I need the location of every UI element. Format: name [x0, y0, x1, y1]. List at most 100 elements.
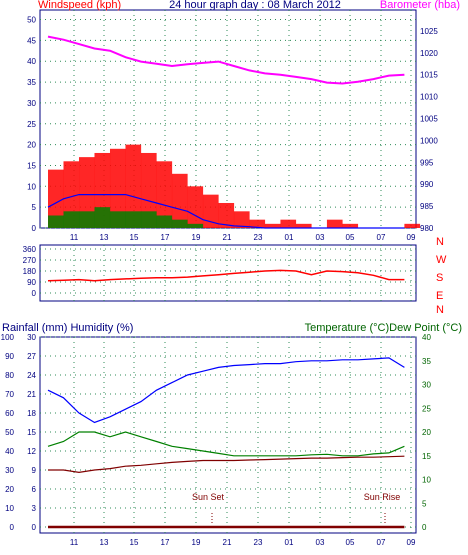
- humidity-tick-label: 24: [27, 371, 36, 380]
- rain-bar: [94, 207, 111, 228]
- humidity-tick-label: 27: [27, 352, 36, 361]
- temperature-line: [47, 431, 405, 457]
- hour-tick-label: 15: [130, 538, 139, 547]
- barometer-tick-label: 1005: [420, 115, 438, 124]
- hour-tick-label: 11: [70, 233, 79, 242]
- hour-tick-label: 09: [407, 233, 416, 242]
- compass-label: N: [436, 236, 444, 248]
- temperature-tick-label: 20: [422, 428, 431, 437]
- temperature-tick-label: 10: [422, 476, 431, 485]
- barometer-tick-label: 985: [420, 202, 434, 211]
- direction-tick-label: 0: [32, 289, 37, 298]
- gust-bar: [171, 173, 188, 228]
- temp-panel-frame: [39, 336, 417, 534]
- rain-bar: [125, 211, 142, 228]
- temperature-tick-label: 30: [422, 381, 431, 390]
- gust-bar: [218, 202, 235, 228]
- rain-bar: [109, 211, 126, 228]
- humidity-tick-label: 15: [27, 428, 36, 437]
- windspeed-tick-label: 40: [27, 57, 36, 66]
- rainfall-tick-label: 90: [5, 352, 14, 361]
- temperature-tick-label: 5: [422, 499, 427, 508]
- humidity-tick-label: 3: [32, 504, 37, 513]
- temperature-axis-label: Temperature (°C)Dew Point (°C): [305, 322, 462, 334]
- gust-bar: [109, 148, 126, 228]
- windspeed-tick-label: 5: [32, 203, 37, 212]
- hour-tick-label: 15: [130, 233, 139, 242]
- rain-bar: [140, 211, 157, 228]
- rain-bar: [171, 219, 188, 228]
- hour-tick-label: 13: [100, 538, 109, 547]
- hour-tick-label: 05: [346, 538, 355, 547]
- gust-bar: [326, 219, 343, 228]
- rainfall-tick-label: 40: [5, 447, 14, 456]
- average-wind-line: [47, 194, 405, 229]
- hour-tick-label: 07: [377, 538, 386, 547]
- rainfall-axis-label: Rainfall (mm) Humidity (%): [2, 322, 133, 334]
- compass-label: E: [436, 290, 443, 302]
- humidity-tick-label: 21: [27, 390, 36, 399]
- rainfall-tick-label: 20: [5, 485, 14, 494]
- rain-bar: [187, 223, 204, 228]
- humidity-tick-label: 12: [27, 447, 36, 456]
- gust-bar: [249, 219, 266, 228]
- temperature-tick-label: 40: [422, 333, 431, 342]
- humidity-tick-label: 6: [32, 485, 37, 494]
- windspeed-tick-label: 25: [27, 120, 36, 129]
- temperature-tick-label: 25: [422, 404, 431, 413]
- barometer-tick-label: 995: [420, 158, 434, 167]
- rain-bar: [78, 211, 95, 228]
- rainfall-tick-label: 70: [5, 390, 14, 399]
- dew-point-line: [48, 455, 405, 474]
- hour-tick-label: 01: [285, 538, 294, 547]
- humidity-tick-label: 30: [27, 333, 36, 342]
- temperature-tick-label: 15: [422, 452, 431, 461]
- rain-bar: [63, 211, 80, 228]
- gust-bar: [295, 223, 312, 228]
- gust-bar: [280, 219, 297, 228]
- gust-bar: [202, 194, 219, 228]
- hour-tick-label: 05: [346, 233, 355, 242]
- rainfall-tick-label: 100: [1, 333, 15, 342]
- direction-tick-label: 90: [27, 278, 36, 287]
- gust-bar: [233, 211, 250, 228]
- rainfall-tick-label: 60: [5, 409, 14, 418]
- wind-direction-line: [47, 269, 405, 282]
- gust-bar: [48, 169, 64, 228]
- barometer-tick-label: 990: [420, 180, 434, 189]
- gust-bar: [140, 152, 157, 228]
- humidity-tick-label: 18: [27, 409, 36, 418]
- temperature-tick-label: 35: [422, 357, 431, 366]
- hour-tick-label: 21: [223, 233, 232, 242]
- gust-bar: [156, 161, 173, 228]
- windspeed-tick-label: 10: [27, 182, 36, 191]
- hour-tick-label: 13: [100, 233, 109, 242]
- gust-bar: [125, 144, 142, 228]
- chart-title: 24 hour graph day : 08 March 2012: [169, 0, 341, 11]
- hour-tick-label: 21: [223, 538, 232, 547]
- humidity-line: [47, 357, 405, 424]
- windspeed-tick-label: 50: [27, 16, 36, 25]
- windspeed-axis-label: Windspeed (kph): [38, 0, 121, 11]
- direction-tick-label: 180: [23, 267, 37, 276]
- sunrise-label: Sun Rise: [364, 492, 401, 502]
- gust-bar: [187, 186, 204, 228]
- humidity-tick-label: 9: [32, 466, 37, 475]
- barometer-tick-label: 1000: [420, 136, 438, 145]
- compass-label: N: [436, 304, 444, 316]
- barometer-tick-label: 1015: [420, 71, 438, 80]
- hour-tick-label: 17: [161, 233, 170, 242]
- windspeed-tick-label: 35: [27, 78, 36, 87]
- direction-tick-label: 360: [23, 245, 37, 254]
- temperature-tick-label: 0: [422, 523, 427, 532]
- hour-tick-label: 01: [285, 233, 294, 242]
- rainfall-tick-label: 10: [5, 504, 14, 513]
- gust-bar: [404, 223, 421, 228]
- compass-label: S: [436, 272, 443, 284]
- rainfall-tick-label: 80: [5, 371, 14, 380]
- rainfall-tick-label: 0: [10, 523, 15, 532]
- barometer-tick-label: 980: [420, 224, 434, 233]
- gust-bar: [264, 223, 281, 228]
- windspeed-tick-label: 15: [27, 161, 36, 170]
